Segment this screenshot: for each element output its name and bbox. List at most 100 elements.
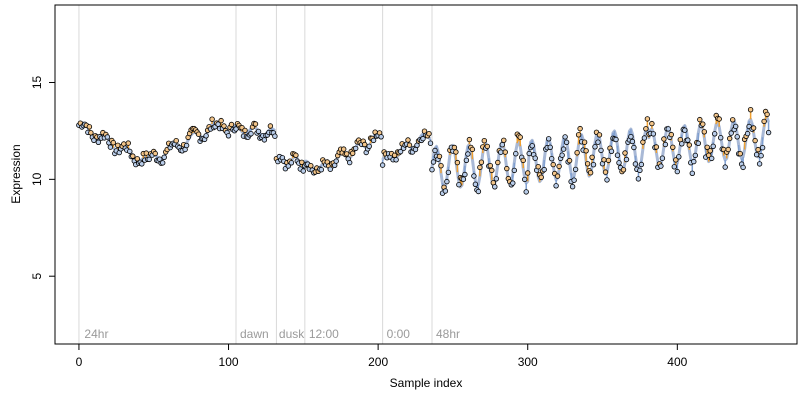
- data-point: [718, 134, 724, 141]
- data-point: [695, 140, 701, 146]
- data-point: [752, 137, 758, 144]
- x-axis-title: Sample index: [390, 376, 463, 390]
- x-tick-label-2: 200: [368, 355, 388, 369]
- data-point: [462, 171, 468, 178]
- data-point: [644, 116, 651, 122]
- data-point: [661, 136, 667, 142]
- data-point: [308, 162, 314, 169]
- data-point: [139, 161, 145, 167]
- data-point: [614, 152, 621, 158]
- data-point: [685, 137, 691, 143]
- data-point: [242, 127, 248, 134]
- data-point: [504, 165, 510, 172]
- data-point: [143, 150, 149, 156]
- data-point: [546, 136, 552, 142]
- data-point: [499, 141, 505, 148]
- data-point: [682, 127, 688, 133]
- data-point: [554, 173, 561, 179]
- data-point: [572, 166, 579, 173]
- data-point: [159, 160, 166, 166]
- data-point: [556, 163, 562, 170]
- data-point: [637, 167, 643, 174]
- data-point: [88, 130, 94, 136]
- data-point: [737, 150, 743, 157]
- data-point: [541, 166, 547, 173]
- data-point: [104, 134, 111, 140]
- data-point: [765, 129, 772, 136]
- data-point: [397, 148, 404, 155]
- data-point: [710, 143, 716, 149]
- data-point: [761, 118, 767, 125]
- data-point: [501, 137, 507, 143]
- data-point: [460, 176, 467, 182]
- data-point: [658, 163, 664, 169]
- data-point: [692, 152, 698, 159]
- data-point: [581, 139, 588, 145]
- data-point: [712, 131, 718, 137]
- annotation-3: 12:00: [309, 327, 339, 341]
- data-point: [477, 164, 483, 171]
- data-point: [209, 116, 215, 122]
- data-point: [510, 180, 516, 186]
- data-point: [728, 130, 734, 136]
- data-point: [563, 139, 570, 145]
- data-point: [764, 111, 770, 118]
- data-point: [679, 141, 685, 147]
- data-point: [218, 117, 224, 124]
- data-point: [740, 164, 746, 171]
- data-point: [299, 159, 305, 165]
- data-point: [649, 120, 655, 127]
- data-point: [668, 131, 674, 138]
- data-point: [532, 155, 538, 161]
- data-point: [601, 157, 607, 163]
- x-tick-label-3: 300: [518, 355, 538, 369]
- data-point: [662, 141, 669, 148]
- x-tick-label-0: 0: [76, 355, 83, 369]
- data-point: [750, 125, 757, 131]
- data-point: [350, 150, 356, 156]
- data-point: [86, 124, 93, 130]
- data-point: [753, 151, 760, 158]
- data-point: [595, 139, 601, 145]
- annotation-5: 48hr: [436, 327, 460, 341]
- data-point: [110, 139, 116, 146]
- data-point: [631, 144, 637, 151]
- y-axis-title: Expression: [9, 144, 23, 203]
- data-point: [629, 138, 636, 145]
- data-point: [608, 148, 615, 154]
- annotation-0: 24hr: [84, 327, 108, 341]
- data-point: [560, 146, 567, 152]
- data-point: [107, 144, 114, 150]
- data-points: [76, 106, 772, 196]
- data-point: [755, 146, 761, 153]
- data-point: [183, 142, 190, 149]
- data-point: [659, 155, 666, 161]
- data-point: [604, 177, 610, 183]
- data-point: [722, 164, 728, 170]
- data-point: [492, 184, 498, 190]
- data-point: [438, 162, 444, 169]
- data-point: [598, 147, 604, 154]
- data-point: [465, 151, 471, 157]
- data-point: [436, 153, 443, 160]
- data-point: [747, 106, 754, 113]
- data-point: [635, 176, 642, 182]
- annotation-2: dusk: [279, 327, 305, 341]
- data-point: [495, 159, 501, 166]
- data-point: [538, 174, 544, 180]
- data-point: [577, 125, 583, 132]
- x-axis: 0 100 200 300 400: [76, 343, 688, 369]
- data-point: [502, 149, 508, 155]
- data-point: [261, 137, 268, 143]
- data-point: [759, 144, 766, 151]
- data-point: [293, 152, 299, 158]
- data-point: [547, 144, 553, 150]
- data-point: [272, 133, 278, 139]
- data-point: [463, 157, 470, 163]
- data-point: [405, 137, 411, 143]
- data-point: [517, 134, 523, 140]
- data-point: [522, 176, 528, 183]
- data-point: [529, 143, 535, 149]
